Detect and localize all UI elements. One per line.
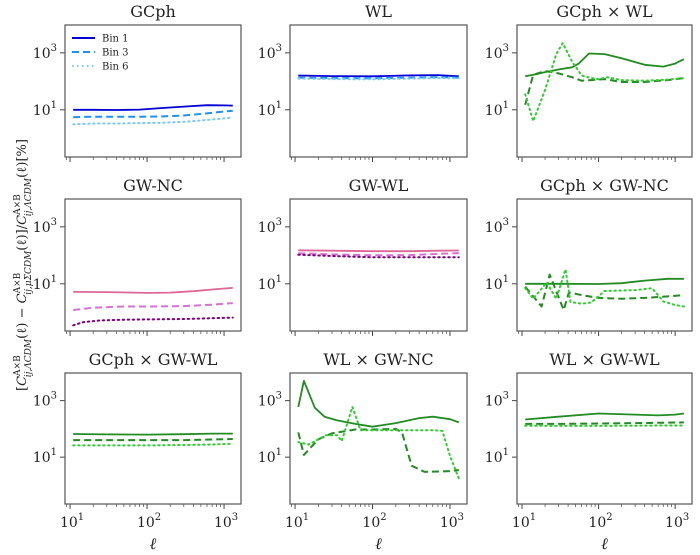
x-tick-label: 102 bbox=[137, 512, 161, 531]
series-line-bin-6 bbox=[524, 42, 685, 123]
panel-gcph: GCph 101 103 Bin 1 Bin 3 Bin 6 bbox=[33, 2, 242, 162]
series-line-bin-1 bbox=[298, 74, 459, 78]
axes-frame bbox=[289, 24, 468, 158]
y-tick-label: 101 bbox=[33, 447, 57, 466]
x-axis-label: ℓ bbox=[375, 534, 382, 553]
y-axis-label: [CA×Bij,ΛCDM(ℓ) − CA×Bij,μΣCDM(ℓ)]/CA×Bi… bbox=[13, 139, 34, 391]
panel-title: GCph × GW-NC bbox=[540, 176, 669, 195]
panel-title: WL × GW-NC bbox=[323, 350, 433, 369]
axes-frame bbox=[289, 372, 468, 505]
axes-frame bbox=[64, 24, 242, 158]
panel-title: WL bbox=[365, 2, 392, 21]
panel-title: GCph × GW-WL bbox=[89, 350, 218, 369]
series-line-bin-3 bbox=[524, 70, 685, 106]
x-tick-label: 102 bbox=[588, 512, 612, 531]
panel-title: GCph × WL bbox=[556, 2, 653, 21]
y-tick-label: 103 bbox=[258, 391, 282, 410]
series-line-bin-6 bbox=[72, 316, 234, 327]
y-tick-label: 101 bbox=[258, 274, 282, 293]
series-line-bin-3 bbox=[73, 438, 233, 442]
panel-gw-wl: GW-WL 101 103 bbox=[258, 176, 468, 336]
x-tick-label: 101 bbox=[285, 512, 309, 531]
y-tick-label: 103 bbox=[485, 391, 509, 410]
series-line-bin-1 bbox=[73, 432, 233, 436]
axes-frame bbox=[289, 198, 468, 332]
legend-label: Bin 1 bbox=[102, 34, 129, 45]
x-tick-label: 102 bbox=[362, 512, 386, 531]
y-tick-label: 103 bbox=[485, 43, 509, 62]
y-tick-label: 101 bbox=[485, 100, 509, 119]
y-tick-label: 103 bbox=[258, 43, 282, 62]
series-line-bin-1 bbox=[525, 277, 684, 285]
series-line-bin-3 bbox=[73, 109, 233, 119]
panel-title: GW-WL bbox=[349, 176, 409, 195]
series-line-bin-6 bbox=[72, 116, 234, 126]
series-line-bin-3 bbox=[298, 76, 459, 80]
panel-gw-nc: GW-NC 101 103 bbox=[33, 176, 242, 336]
panel-gcph-gw-wl: GCph × GW-WL 101 103 101 102 103 ℓ bbox=[33, 350, 242, 553]
y-tick-label: 101 bbox=[485, 274, 509, 293]
axes-frame bbox=[516, 24, 693, 158]
panel-gcph-gw-nc: GCph × GW-NC 101 103 bbox=[485, 176, 693, 336]
series-line-bin-3 bbox=[525, 421, 684, 425]
legend-label: Bin 6 bbox=[102, 62, 129, 73]
series-line-bin-1 bbox=[73, 287, 233, 294]
y-tick-label: 103 bbox=[33, 217, 57, 236]
x-axis-label: ℓ bbox=[601, 534, 608, 553]
y-tick-label: 101 bbox=[258, 100, 282, 119]
series-line-bin-3 bbox=[298, 252, 459, 257]
x-tick-label: 103 bbox=[214, 512, 238, 531]
panel-title: GCph bbox=[130, 2, 176, 21]
axes-frame bbox=[516, 372, 693, 505]
panel-gcph-wl: GCph × WL 101 103 bbox=[485, 2, 693, 162]
series-line-bin-3 bbox=[297, 427, 459, 473]
y-tick-label: 101 bbox=[33, 274, 57, 293]
panel-wl: WL 101 103 bbox=[258, 2, 468, 162]
y-axis-label-text: [CA×Bij,ΛCDM(ℓ) − CA×Bij,μΣCDM(ℓ)]/CA×Bi… bbox=[13, 139, 34, 391]
panel-wl-gw-wl: WL × GW-WL 101 103 101 102 103 ℓ bbox=[485, 350, 693, 553]
y-tick-label: 103 bbox=[485, 217, 509, 236]
x-tick-label: 103 bbox=[665, 512, 689, 531]
series-line-bin-6 bbox=[72, 442, 234, 447]
legend: Bin 1 Bin 3 Bin 6 bbox=[72, 34, 129, 73]
y-tick-label: 101 bbox=[33, 100, 57, 119]
legend-label: Bin 3 bbox=[102, 48, 129, 59]
axes-frame bbox=[516, 198, 693, 332]
y-tick-label: 103 bbox=[258, 217, 282, 236]
panel-title: WL × GW-WL bbox=[549, 350, 660, 369]
series-line-bin-6 bbox=[524, 268, 685, 308]
axes-frame bbox=[64, 198, 242, 332]
x-tick-label: 101 bbox=[512, 512, 536, 531]
series-line-bin-1 bbox=[525, 412, 685, 421]
series-line-bin-1 bbox=[73, 104, 233, 111]
series-line-bin-1 bbox=[297, 379, 460, 428]
series-line-bin-1 bbox=[525, 52, 685, 78]
x-tick-label: 101 bbox=[60, 512, 84, 531]
y-tick-label: 101 bbox=[485, 447, 509, 466]
series-line-bin-1 bbox=[298, 249, 459, 253]
x-axis-label: ℓ bbox=[150, 534, 157, 553]
x-tick-label: 103 bbox=[440, 512, 464, 531]
series-line-bin-6 bbox=[297, 405, 460, 480]
y-tick-label: 103 bbox=[33, 391, 57, 410]
series-line-bin-3 bbox=[524, 273, 684, 311]
y-tick-label: 103 bbox=[33, 43, 57, 62]
panel-wl-gw-nc: WL × GW-NC 101 103 101 102 103 ℓ bbox=[258, 350, 468, 553]
y-tick-label: 101 bbox=[258, 447, 282, 466]
axes-frame bbox=[64, 372, 242, 505]
panel-title: GW-NC bbox=[123, 176, 183, 195]
series-line-bin-3 bbox=[73, 302, 233, 311]
